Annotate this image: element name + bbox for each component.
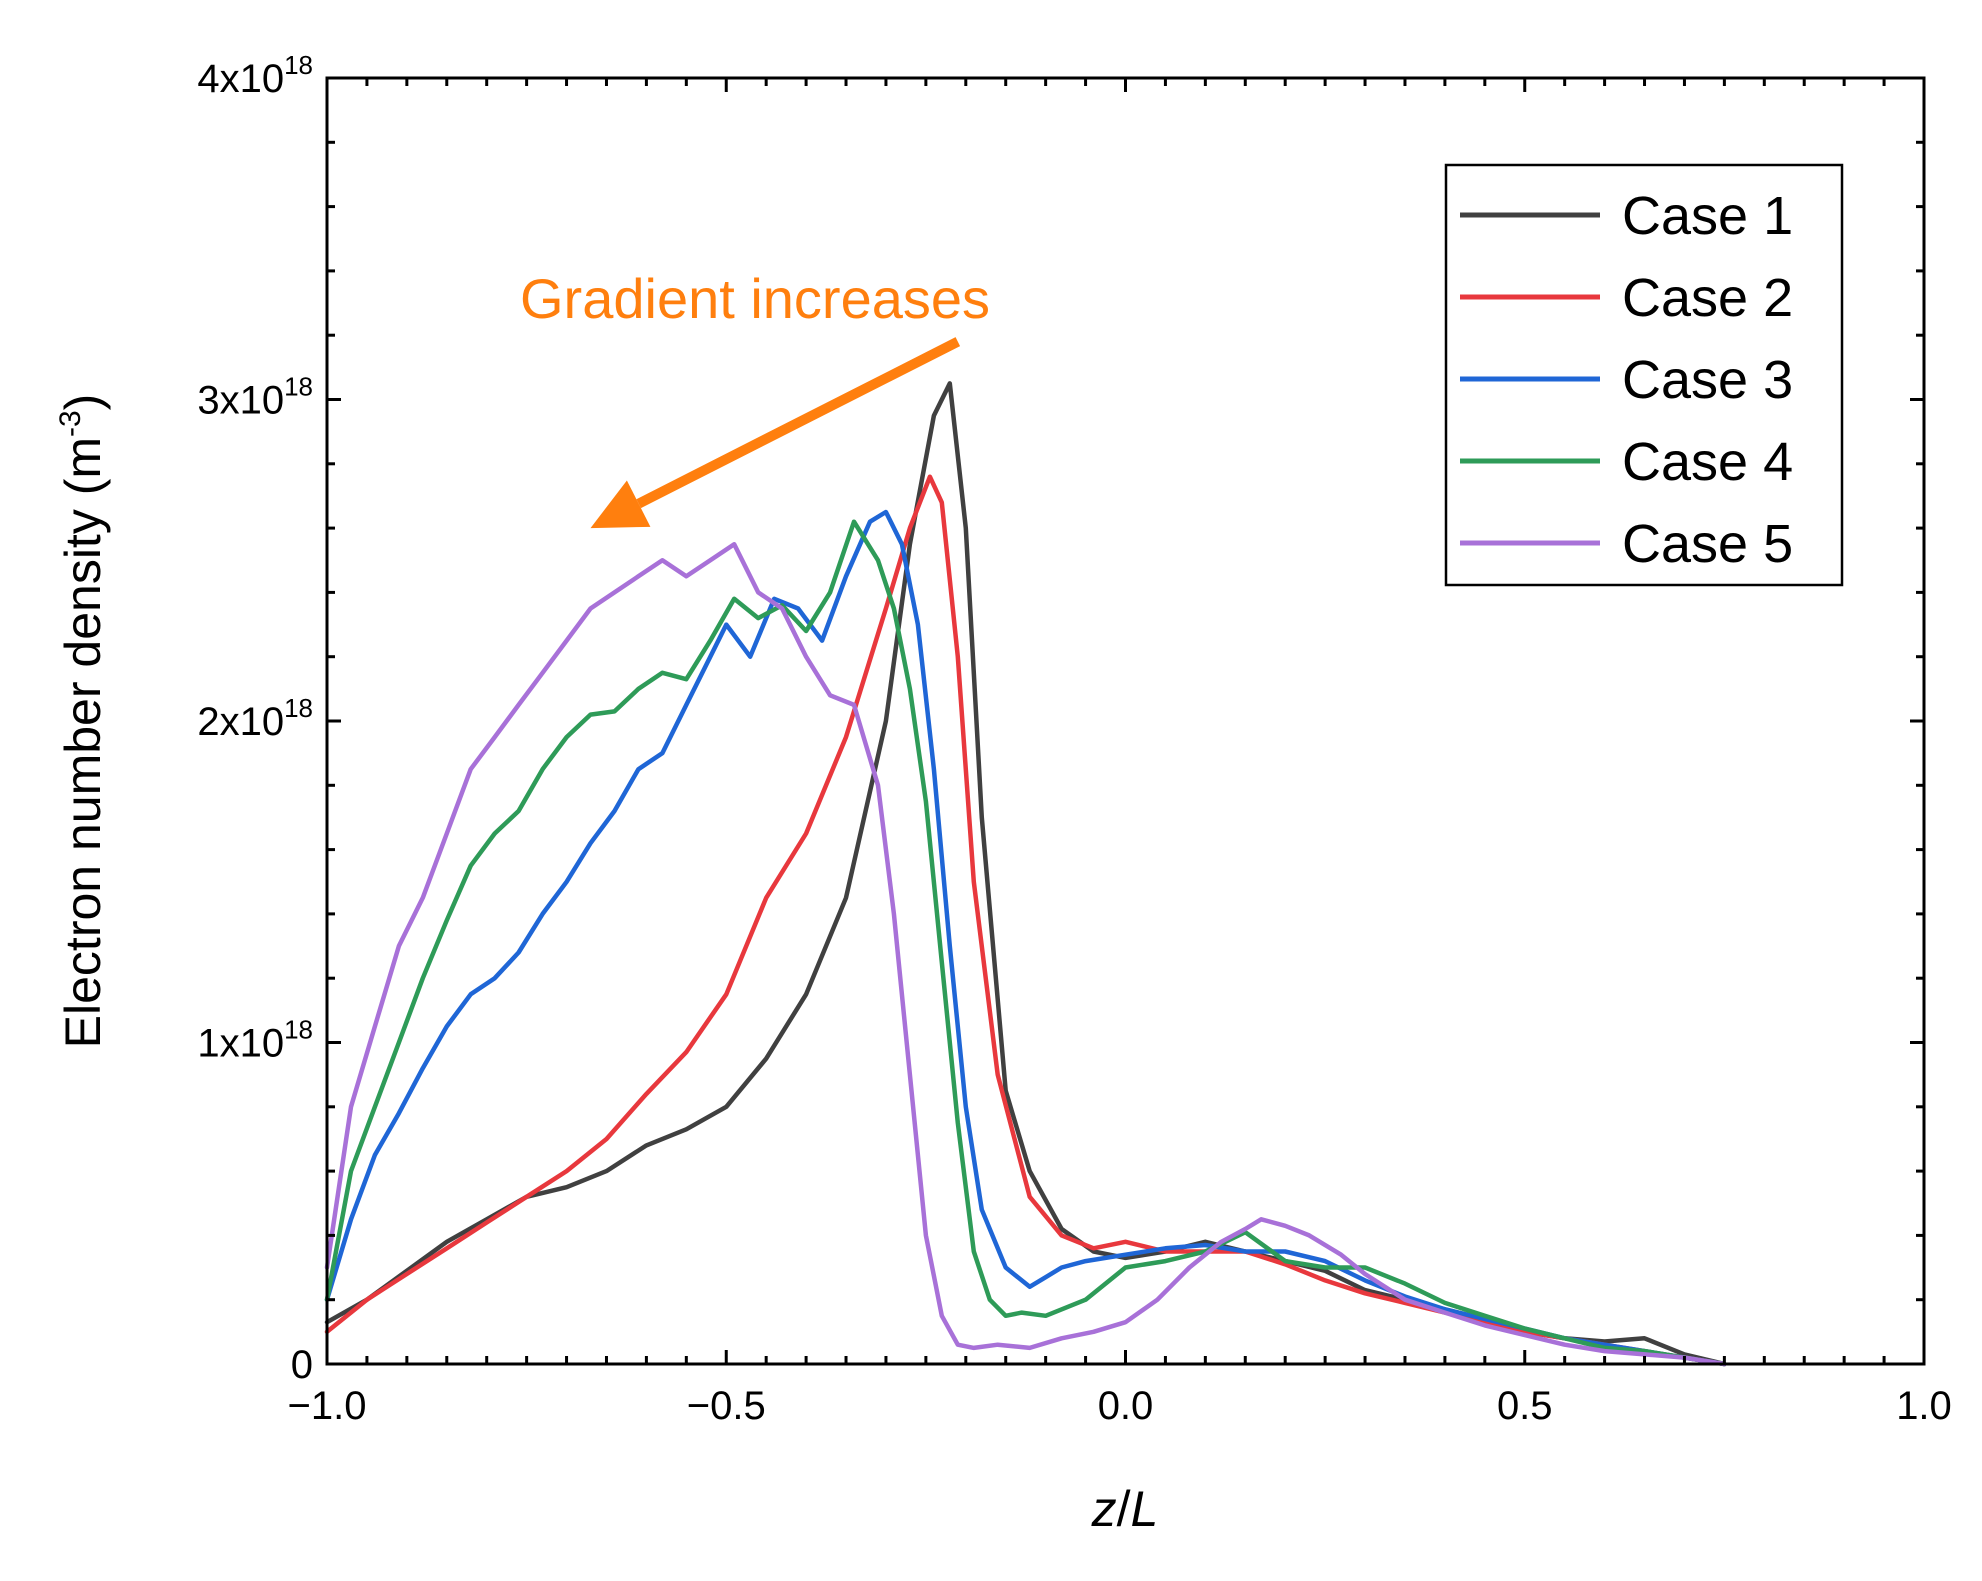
gradient-annotation: Gradient increases [520,267,990,529]
legend-label-case-2: Case 2 [1622,268,1793,328]
y-axis-title-close: ) [55,394,111,411]
legend-label-case-3: Case 3 [1622,350,1793,410]
x-axis-title-var: z [1091,1481,1117,1537]
y-tick-label: 2x1018 [197,693,313,744]
annotation-text: Gradient increases [520,267,990,330]
legend-box [1444,163,1844,587]
y-tick-label-exponent: 18 [284,1015,313,1045]
x-tick-label: −1.0 [288,1384,367,1428]
axis-ticks [325,76,1926,1366]
x-tick-label: 1.0 [1896,1384,1952,1428]
y-tick-label-base: 1x10 [197,1022,284,1066]
axis-tick-labels: −1.0 −0.5 0.0 0.5 1.001x10182x10183x10184x10… [197,50,1951,1428]
y-axis-title-main: Electron number density (m [55,437,111,1048]
y-tick-label-base: 3x10 [197,379,284,423]
y-tick-label: 0 [291,1343,313,1387]
y-tick-label-exponent: 18 [284,693,313,723]
legend-label-case-4: Case 4 [1622,432,1793,492]
annotation-arrow-head [590,480,651,529]
y-tick-label-exponent: 18 [284,50,313,80]
annotation-arrow-line [636,337,961,509]
series-line-case-3 [324,509,1727,1367]
legend: Case 1 Case 2 Case 3 Case 4 Case 5 [1444,163,1844,587]
x-tick-label: −0.5 [687,1384,766,1428]
x-axis-title: z/L [1091,1481,1159,1537]
x-tick-label: 0.5 [1497,1384,1553,1428]
y-tick-label-base: 4x10 [197,57,284,101]
y-tick-label: 1x1018 [197,1015,313,1066]
y-tick-label: 4x1018 [197,50,313,101]
x-axis-title-den: L [1131,1481,1159,1537]
y-tick-label-exponent: 18 [284,372,313,402]
x-tick-label: 0.0 [1098,1384,1154,1428]
y-axis-title-sup: -3 [54,410,87,437]
y-axis-title: Electron number density (m-3) [54,394,111,1049]
plot-content [324,381,1727,1367]
y-tick-label: 3x1018 [197,372,313,423]
legend-label-case-1: Case 1 [1622,186,1793,246]
series-line-case-4 [324,519,1727,1367]
legend-label-case-5: Case 5 [1622,514,1793,574]
x-axis-title-sep: / [1117,1481,1131,1537]
y-tick-label-base: 2x10 [197,700,284,744]
series-line-case-5 [324,541,1727,1367]
y-tick-label-base: 0 [291,1343,313,1387]
